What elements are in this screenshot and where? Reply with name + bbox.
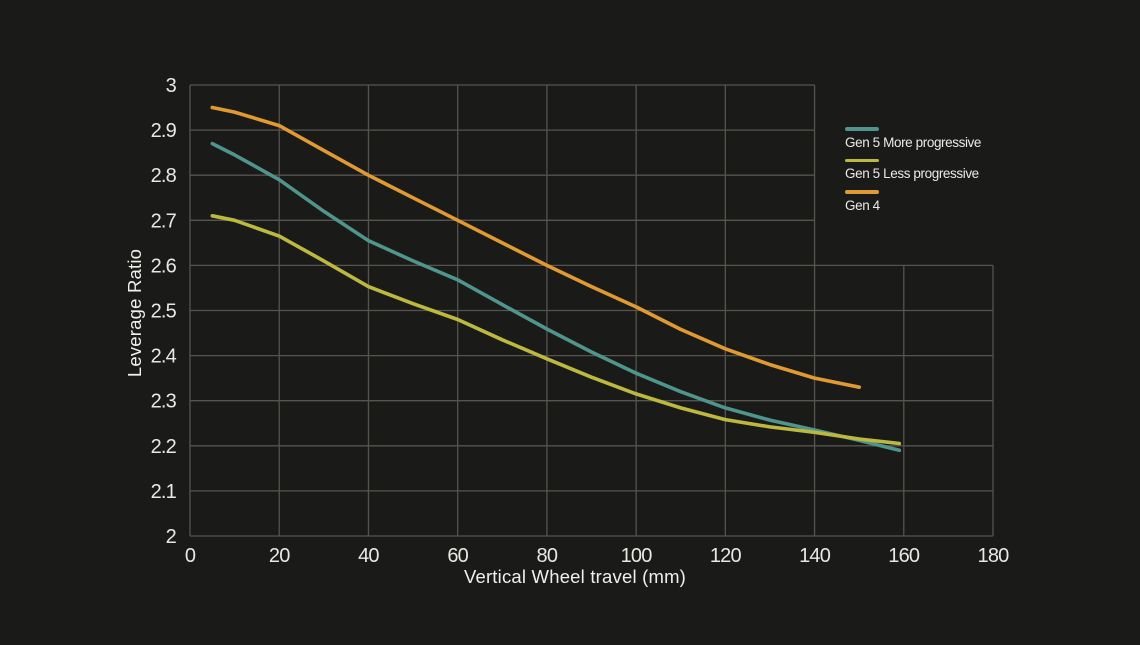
y-tick-label: 3 [166,75,177,97]
y-tick-label: 2.4 [151,346,177,368]
legend-swatch-gen5-more-progressive [845,127,879,131]
y-tick-label: 2.6 [151,255,177,277]
x-tick-label: 180 [978,545,1010,567]
y-tick-label: 2.8 [151,165,177,187]
y-tick-label: 2.9 [151,120,177,142]
series-layer [210,105,902,453]
y-tick-label: 2.3 [151,391,177,413]
legend-swatch-gen4 [845,190,879,194]
x-tick-label: 0 [185,545,196,567]
y-tick-label: 2.7 [151,210,177,232]
legend-label: Gen 5 More progressive [845,134,982,150]
series-line [210,141,902,453]
x-tick-label: 40 [358,545,379,567]
y-tick-label: 2.5 [151,301,177,323]
x-tick-label: 60 [447,545,468,567]
y-tick-label: 2.1 [151,481,177,503]
x-tick-label: 160 [888,545,920,567]
series-line [210,105,861,389]
x-tick-label: 100 [621,545,653,567]
legend: Gen 5 More progressive Gen 5 Less progre… [845,127,981,222]
tick-layer: 0 20 40 60 80 100 120 140 160 180 2 2.1 2.2 2.3 2.4 2.5… [151,75,1010,567]
x-tick-label: 20 [269,545,290,567]
legend-item-gen5-less-progressive: Gen 5 Less progressive [845,158,981,181]
series-line [210,214,902,446]
y-tick-label: 2 [166,526,177,548]
x-tick-label: 80 [537,545,558,567]
legend-swatch-gen5-less-progressive [845,158,879,162]
legend-item-gen5-more-progressive: Gen 5 More progressive [845,127,981,149]
x-axis-title: Vertical Wheel travel (mm) [464,566,686,587]
legend-label: Gen 4 [845,197,880,213]
grid-layer [189,84,994,537]
x-tick-label: 140 [799,545,831,567]
x-tick-label: 120 [710,545,742,567]
legend-item-gen4: Gen 4 [845,190,981,212]
legend-label: Gen 5 Less progressive [845,166,979,181]
y-tick-label: 2.2 [151,436,177,458]
y-axis-title: Leverage Ratio [124,249,145,377]
